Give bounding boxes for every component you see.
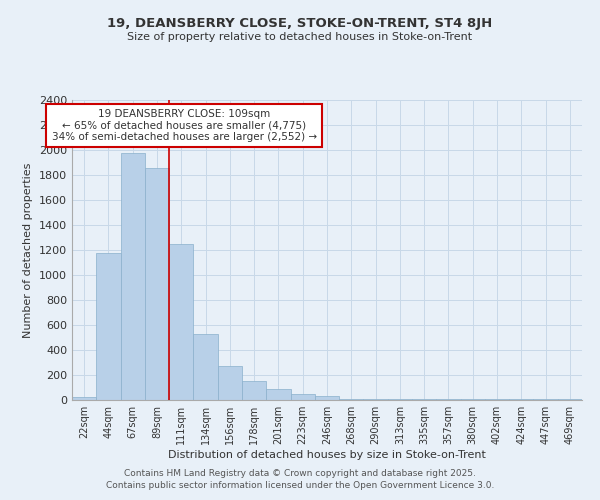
Bar <box>145 168 169 400</box>
Bar <box>290 394 315 400</box>
Bar <box>193 334 218 400</box>
X-axis label: Distribution of detached houses by size in Stoke-on-Trent: Distribution of detached houses by size … <box>168 450 486 460</box>
Text: Contains HM Land Registry data © Crown copyright and database right 2025.: Contains HM Land Registry data © Crown c… <box>124 468 476 477</box>
Text: Contains public sector information licensed under the Open Government Licence 3.: Contains public sector information licen… <box>106 481 494 490</box>
Bar <box>96 253 121 400</box>
Text: 19, DEANSBERRY CLOSE, STOKE-ON-TRENT, ST4 8JH: 19, DEANSBERRY CLOSE, STOKE-ON-TRENT, ST… <box>107 18 493 30</box>
Text: Size of property relative to detached houses in Stoke-on-Trent: Size of property relative to detached ho… <box>127 32 473 42</box>
Bar <box>315 396 339 400</box>
Bar <box>242 381 266 400</box>
Bar <box>169 244 193 400</box>
Text: 19 DEANSBERRY CLOSE: 109sqm
← 65% of detached houses are smaller (4,775)
34% of : 19 DEANSBERRY CLOSE: 109sqm ← 65% of det… <box>52 109 317 142</box>
Bar <box>218 366 242 400</box>
Y-axis label: Number of detached properties: Number of detached properties <box>23 162 34 338</box>
Bar <box>72 397 96 400</box>
Bar <box>266 390 290 400</box>
Bar <box>121 153 145 400</box>
